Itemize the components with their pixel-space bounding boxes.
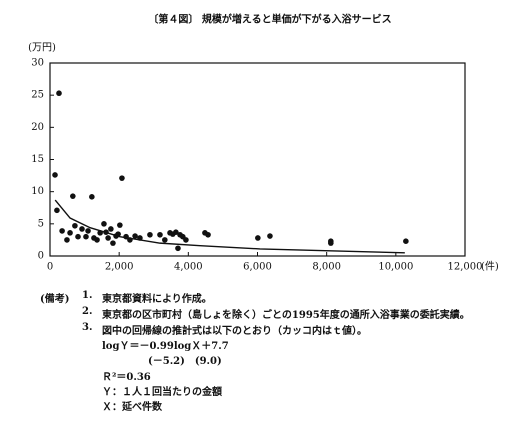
formula: Ｘ：延べ件数 [102,402,162,413]
x-tick-label: 10,000 [378,262,413,273]
formula: Ｒ²＝0.36 [102,372,151,383]
point [105,235,111,241]
y-tick-label: 20 [31,122,44,133]
formula: (－5.2) (9.0) [148,356,222,367]
x-tick-label: 0 [47,262,53,273]
point [108,226,114,232]
point [328,240,334,246]
point [403,238,409,245]
x-tick-label: 8,000 [312,262,341,273]
point [183,237,189,243]
point [147,231,153,238]
x-tick-label: 6,000 [243,262,272,273]
y-tick-label: 25 [31,90,44,101]
point [255,235,261,241]
point [64,237,70,243]
point [56,90,62,97]
point [70,193,76,199]
point [89,194,95,200]
point [119,175,125,181]
fit-curve [54,199,405,254]
note-text: 東京都資料により作成。 [102,294,212,305]
point [267,233,273,239]
note-text: 東京都の区市町村（島しょを除く）ごとの1995年度の通所入浴事業の委託実績。 [102,310,470,321]
point [101,221,107,227]
point [173,229,179,235]
note-number: 3. [82,322,93,333]
point [132,233,138,239]
point [175,245,181,252]
point [72,222,78,229]
note-text: 図中の回帰線の推計式は以下のとおり（カッコ内はｔ値）。 [102,326,367,337]
chart: 〔第４図〕 規模が増えると単価が下がる入浴サービス (万円) 0 5 10 15 20 2… [28,13,499,273]
y-axis-label: (万円) [28,43,56,54]
formula: logＹ＝－0.99logＸ＋7.7 [102,341,229,352]
point [54,207,60,214]
y-tick-label: 10 [31,186,44,197]
note-number: 2. [82,306,93,317]
point [162,237,168,243]
point [83,233,89,240]
point [117,222,123,228]
point [52,172,58,178]
point [59,228,65,234]
point [85,228,91,234]
chart-title: 〔第４図〕 規模が増えると単価が下がる入浴サービス [148,13,391,26]
point [110,240,116,246]
point [157,231,163,238]
point [67,230,73,236]
x-tick-label: 4,000 [174,262,203,273]
note-number: 1. [82,290,93,301]
point [75,233,81,240]
x-tick-label: 12,000 [448,262,483,273]
formula: Ｙ：１人１回当たりの金額 [102,387,222,398]
y-tick-label: 15 [31,154,44,165]
x-tick-label: 2,000 [105,262,134,273]
y-tick-label: 0 [38,251,44,262]
point [205,231,211,238]
point [79,226,85,232]
x-axis-label: (件) [481,261,499,273]
y-tick-label: 5 [38,218,44,229]
point [94,237,100,243]
notes-label: (備考) [40,294,70,305]
y-tick-label: 30 [31,58,44,69]
